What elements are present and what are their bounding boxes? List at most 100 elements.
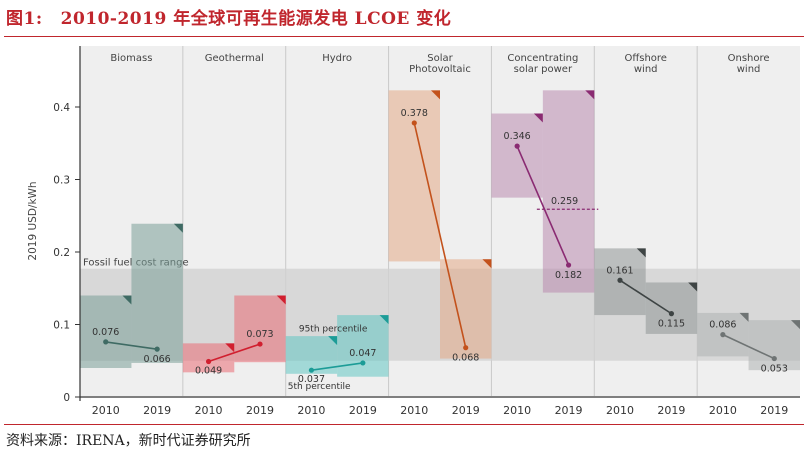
data-point-2019 [257,341,263,347]
trend-line [105,341,158,350]
range-bar [131,223,183,363]
figure-number: 图1: [6,9,43,29]
range-bar [542,90,595,293]
x-tick-label: 2010 [195,404,223,417]
category-label: solar power [514,64,573,75]
range-bar [234,295,286,363]
figure-title-text: 2010-2019 年全球可再生能源发电 LCOE 变化 [60,9,452,29]
y-tick-label: 0 [63,392,70,404]
source-rule [4,424,804,425]
data-point-2019 [463,345,469,351]
category-label: Offshore [624,53,666,64]
y-tick-label: 0.4 [53,102,70,114]
percentile-marker [379,315,389,325]
data-point-2019 [360,360,366,366]
annotation-5th-percentile: 5th percentile [288,382,351,392]
category-label: Photovoltaic [409,64,471,75]
range-bar [80,295,132,368]
annotation-95th-percentile: 95th percentile [299,324,368,334]
x-tick-label: 2010 [606,404,634,417]
data-label-2019: 0.182 [555,270,582,281]
x-tick-label: 2019 [452,404,480,417]
data-label-2019: 0.115 [658,319,685,330]
range-bar [491,113,543,198]
data-point-2010 [720,332,726,338]
percentile-marker [122,295,132,305]
range-bar [748,320,800,371]
figure-title: 图1: 2010-2019 年全球可再生能源发电 LCOE 变化 [6,4,451,34]
range-bar [645,282,698,334]
data-label-2010: 0.086 [709,320,736,331]
source-note: 资料来源：IRENA，新时代证券研究所 [6,433,251,449]
x-tick-label: 2010 [503,404,531,417]
data-label-2010: 0.346 [504,131,531,142]
trend-line [413,122,467,348]
percentile-marker [739,312,749,322]
x-tick-label: 2010 [297,404,325,417]
x-tick-label: 2010 [400,404,428,417]
percentile-marker [173,223,183,233]
range-bar [440,259,492,359]
x-tick-label: 2019 [246,404,274,417]
data-label-2010: 0.378 [401,108,428,119]
percentile-marker [533,113,543,123]
percentile-marker [791,320,800,330]
range-bar [337,315,389,377]
trend-line [311,362,363,371]
title-rule [4,36,804,37]
lcoe-chart: Fossil fuel cost rangeBiomassGeothermalH… [27,46,800,417]
category-label: Geothermal [205,53,264,64]
data-label-2019: 0.047 [349,348,376,359]
trend-line [722,333,775,360]
average-label: 0.259 [551,196,578,207]
x-tick-label: 2019 [760,404,788,417]
percentile-marker [482,259,492,269]
data-label-2019: 0.073 [246,329,273,340]
category-label: Biomass [110,53,152,64]
y-axis-label: 2019 USD/kWh [27,181,39,260]
data-label-2010: 0.076 [92,327,119,338]
category-label: wind [737,64,761,75]
category-label: Onshore [728,53,770,64]
percentile-marker [585,90,595,100]
data-point-2010 [205,358,212,365]
data-point-2010 [308,367,315,373]
y-tick-label: 0.2 [53,247,70,259]
data-label-2010: 0.037 [298,374,325,385]
data-point-2010 [514,143,520,149]
trend-line [208,343,261,363]
data-point-2019 [771,355,777,362]
trend-line [619,279,672,315]
data-label-2019: 0.066 [144,354,171,365]
range-bar [388,90,440,262]
percentile-marker [636,248,646,258]
data-label-2010: 0.161 [606,265,633,276]
percentile-marker [276,295,286,305]
x-tick-label: 2010 [92,404,120,417]
x-tick-label: 2010 [709,404,737,417]
data-point-2010 [411,120,417,126]
percentile-marker [431,90,440,100]
x-tick-label: 2019 [349,404,377,417]
data-point-2010 [617,277,623,283]
category-label: wind [634,64,658,75]
category-label: Solar [427,53,453,64]
data-label-2019: 0.053 [761,364,788,375]
percentile-marker [225,343,235,353]
percentile-marker [328,336,338,346]
data-label-2019: 0.068 [452,353,479,364]
x-tick-label: 2019 [657,404,685,417]
trend-line [516,145,570,266]
y-tick-label: 0.1 [53,320,70,332]
data-point-2010 [103,339,109,345]
percentile-marker [688,282,698,292]
x-tick-label: 2019 [143,404,171,417]
data-label-2010: 0.049 [195,365,222,376]
data-point-2019 [565,262,572,268]
data-point-2019 [668,311,675,317]
y-tick-label: 0.3 [53,175,70,187]
data-point-2019 [154,346,160,352]
range-bar [182,343,235,373]
category-label: Hydro [322,53,352,64]
category-label: Concentrating [507,53,578,64]
